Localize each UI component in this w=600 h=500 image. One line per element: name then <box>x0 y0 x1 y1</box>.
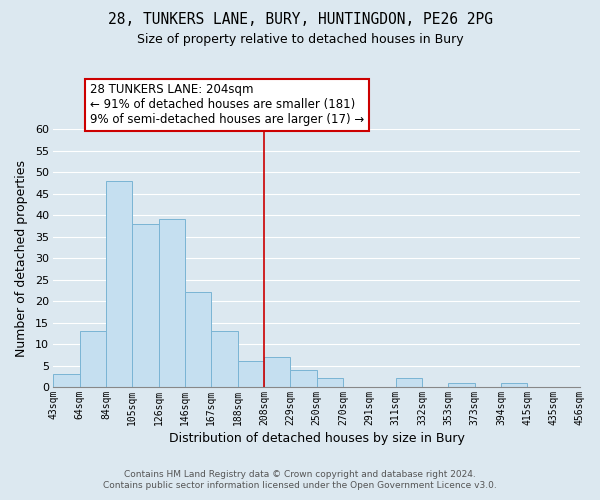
Text: Contains public sector information licensed under the Open Government Licence v3: Contains public sector information licen… <box>103 481 497 490</box>
Text: Size of property relative to detached houses in Bury: Size of property relative to detached ho… <box>137 32 463 46</box>
Bar <box>211 331 238 387</box>
Bar <box>80 331 106 387</box>
Bar <box>238 361 264 387</box>
Bar <box>317 378 343 387</box>
Bar <box>264 357 290 387</box>
Bar <box>53 374 80 387</box>
Bar <box>448 382 475 387</box>
Text: 28, TUNKERS LANE, BURY, HUNTINGDON, PE26 2PG: 28, TUNKERS LANE, BURY, HUNTINGDON, PE26… <box>107 12 493 28</box>
Bar <box>185 292 211 387</box>
X-axis label: Distribution of detached houses by size in Bury: Distribution of detached houses by size … <box>169 432 464 445</box>
Bar <box>290 370 317 387</box>
Bar <box>106 180 132 387</box>
Bar <box>501 382 527 387</box>
Bar <box>132 224 158 387</box>
Bar <box>395 378 422 387</box>
Text: 28 TUNKERS LANE: 204sqm
← 91% of detached houses are smaller (181)
9% of semi-de: 28 TUNKERS LANE: 204sqm ← 91% of detache… <box>90 84 364 126</box>
Text: Contains HM Land Registry data © Crown copyright and database right 2024.: Contains HM Land Registry data © Crown c… <box>124 470 476 479</box>
Y-axis label: Number of detached properties: Number of detached properties <box>15 160 28 356</box>
Bar <box>158 220 185 387</box>
